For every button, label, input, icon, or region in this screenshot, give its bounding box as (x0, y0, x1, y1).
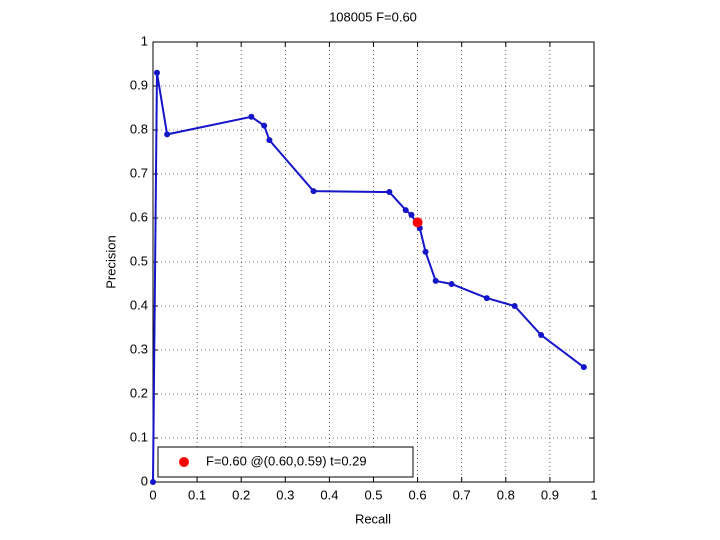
point (580, 364, 587, 371)
y-tick-label: 0.8 (130, 121, 148, 136)
x-tick-label: 0.3 (276, 487, 294, 502)
y-tick-label: 1 (141, 33, 148, 48)
point (538, 332, 545, 339)
y-tick-label: 0.5 (130, 253, 148, 268)
y-tick-label: 0.4 (130, 297, 148, 312)
x-tick-label: 0.5 (364, 487, 382, 502)
point (408, 211, 415, 218)
point (266, 137, 273, 144)
legend: F=0.60 @(0.60,0.59) t=0.29 (157, 446, 414, 478)
point (386, 189, 393, 196)
x-tick-label: 1 (590, 487, 597, 502)
pr-curve (152, 72, 585, 483)
y-tick-label: 0 (141, 473, 148, 488)
legend-marker (179, 457, 189, 467)
y-tick-label: 0.2 (130, 385, 148, 400)
point (150, 479, 156, 485)
point (248, 113, 255, 120)
x-tick-label: 0.2 (232, 487, 250, 502)
y-tick-label: 0.7 (130, 165, 148, 180)
y-axis-label: Precision (103, 235, 118, 288)
chart-title: 108005 F=0.60 (329, 9, 417, 24)
x-tick-label: 0 (149, 487, 156, 502)
y-tick-label: 0.3 (130, 341, 148, 356)
legend-box (157, 446, 414, 478)
y-tick-label: 0.9 (130, 77, 148, 92)
x-tick-label: 0.4 (320, 487, 338, 502)
legend-label: F=0.60 @(0.60,0.59) t=0.29 (206, 453, 367, 468)
point (432, 277, 439, 284)
x-tick-label: 0.6 (409, 487, 427, 502)
x-axis-label: Recall (355, 511, 391, 526)
x-tick-label: 0.1 (188, 487, 206, 502)
point (448, 281, 455, 287)
point (164, 131, 171, 138)
point (310, 188, 317, 195)
x-tick-label: 0.8 (497, 487, 515, 502)
point (483, 295, 490, 302)
point (261, 122, 268, 129)
x-tick-label: 0.7 (453, 487, 471, 502)
point (402, 207, 409, 214)
best-point (412, 217, 423, 228)
y-tick-label: 0.6 (130, 209, 148, 224)
x-tick-label: 0.9 (541, 487, 559, 502)
point (511, 303, 518, 309)
plot-frame (152, 41, 595, 483)
point (422, 248, 429, 255)
point (153, 69, 160, 76)
y-tick-label: 0.1 (130, 429, 148, 444)
